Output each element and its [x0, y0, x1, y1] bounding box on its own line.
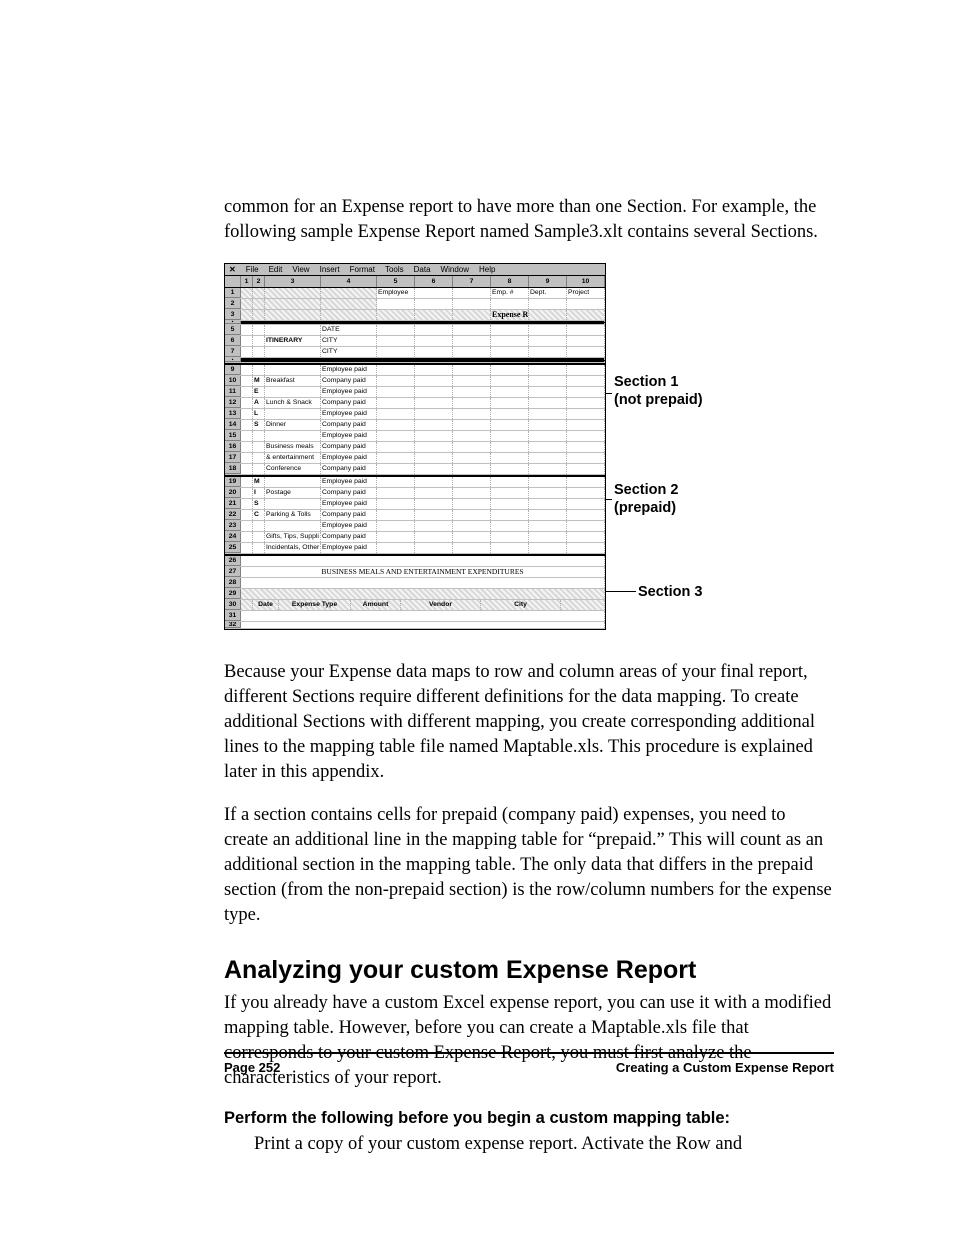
row-13: 13 L Employee paid — [225, 409, 605, 420]
row-26: 26 — [225, 554, 605, 567]
figure: ✕ File Edit View Insert Format Tools Dat… — [224, 263, 834, 630]
column-headers: 1 2 3 4 5 6 7 8 9 10 — [225, 276, 605, 288]
col-3[interactable]: 3 — [265, 276, 321, 287]
row-3: 3 Expense Report — [225, 310, 605, 321]
para-prepaid: If a section contains cells for prepaid … — [224, 803, 834, 928]
row-7: 7 CITY — [225, 347, 605, 358]
para-analyzing: If you already have a custom Excel expen… — [224, 991, 834, 1091]
menu-tools[interactable]: Tools — [385, 265, 404, 274]
row-16: 16 Business meals Company paid — [225, 442, 605, 453]
row-15: 15 Employee paid — [225, 431, 605, 442]
menu-window[interactable]: Window — [441, 265, 469, 274]
heading-analyzing: Analyzing your custom Expense Report — [224, 956, 834, 985]
menu-format[interactable]: Format — [350, 265, 375, 274]
footer-title: Creating a Custom Expense Report — [616, 1060, 834, 1075]
col-8[interactable]: 8 — [491, 276, 529, 287]
col-5[interactable]: 5 — [377, 276, 415, 287]
row-11: 11 E Employee paid — [225, 387, 605, 398]
step-1: Print a copy of your custom expense repo… — [224, 1132, 834, 1157]
row-10: 10 M Breakfast Company paid — [225, 376, 605, 387]
menu-file[interactable]: File — [246, 265, 259, 274]
intro-paragraph: common for an Expense report to have mor… — [224, 195, 834, 245]
col-6[interactable]: 6 — [415, 276, 453, 287]
subhead-perform: Perform the following before you begin a… — [224, 1109, 834, 1128]
row-28: 28 — [225, 578, 605, 589]
footer-page: Page 252 — [224, 1060, 280, 1075]
row-9: 9 Employee paid — [225, 363, 605, 376]
col-10[interactable]: 10 — [567, 276, 605, 287]
col-9[interactable]: 9 — [529, 276, 567, 287]
row-20: 20 I Postage Company paid — [225, 488, 605, 499]
menu-insert[interactable]: Insert — [320, 265, 340, 274]
menu-bar: ✕ File Edit View Insert Format Tools Dat… — [225, 264, 605, 276]
menu-help[interactable]: Help — [479, 265, 495, 274]
menu-edit[interactable]: Edit — [269, 265, 283, 274]
page-footer: Page 252 Creating a Custom Expense Repor… — [224, 1052, 834, 1075]
row-27: 27 BUSINESS MEALS AND ENTERTAINMENT EXPE… — [225, 567, 605, 578]
row-12: 12 A Lunch & Snack Company paid — [225, 398, 605, 409]
app-icon: ✕ — [229, 265, 236, 274]
row-22: 22 C Parking & Tolls Company paid — [225, 510, 605, 521]
row-30: 30 Date Expense Type Amount Vendor City — [225, 600, 605, 611]
select-all-corner[interactable] — [225, 276, 241, 287]
row-24: 24 Gifts, Tips, Suppli Company paid — [225, 532, 605, 543]
callout-section-2: Section 2 (prepaid) — [614, 481, 678, 517]
row-1: 1 Employee Emp. #Dept.Project — [225, 288, 605, 299]
col-2[interactable]: 2 — [253, 276, 265, 287]
row-18: 18 Conference Company paid — [225, 464, 605, 475]
row-17: 17 & entertainment Employee paid — [225, 453, 605, 464]
row-29: 29 — [225, 589, 605, 600]
row-32: 32 — [225, 622, 605, 629]
row-2: 2 — [225, 299, 605, 310]
row-21: 21 S Employee paid — [225, 499, 605, 510]
callout-section-1: Section 1 (not prepaid) — [614, 373, 703, 409]
row-31: 31 — [225, 611, 605, 622]
col-7[interactable]: 7 — [453, 276, 491, 287]
menu-data[interactable]: Data — [414, 265, 431, 274]
row-19: 19 M Employee paid — [225, 475, 605, 488]
col-1[interactable]: 1 — [241, 276, 253, 287]
row-14: 14 S Dinner Company paid — [225, 420, 605, 431]
col-4[interactable]: 4 — [321, 276, 377, 287]
page: common for an Expense report to have mor… — [0, 0, 954, 1235]
row-5: 5 DATE — [225, 325, 605, 336]
callout-section-3: Section 3 — [638, 583, 702, 601]
menu-view[interactable]: View — [292, 265, 309, 274]
row-6: 6 ITINERARY CITY — [225, 336, 605, 347]
row-25: 25 Incidentals, Other Employee paid — [225, 543, 605, 554]
excel-screenshot: ✕ File Edit View Insert Format Tools Dat… — [224, 263, 606, 630]
row-23: 23 Employee paid — [225, 521, 605, 532]
para-mapping: Because your Expense data maps to row an… — [224, 660, 834, 785]
